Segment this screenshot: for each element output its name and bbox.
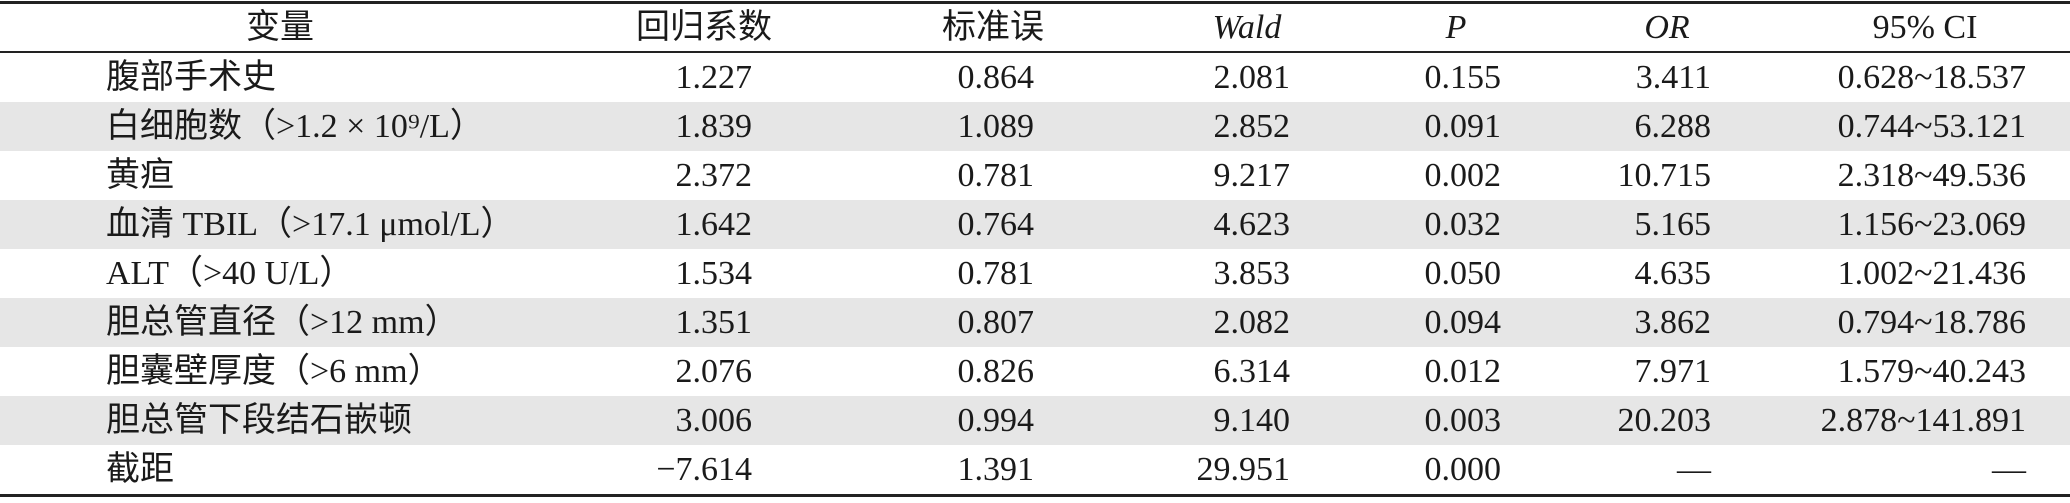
table-row: ALT（>40 U/L） 1.534 0.781 3.853 0.050 4.635 1.0… [0, 249, 2070, 298]
row-label: 胆囊壁厚度（>6 mm） [106, 353, 442, 390]
value-cell: 3.853 [1213, 255, 1291, 292]
table-row: 截距 −7.614 1.391 29.951 0.000 — — [0, 445, 2070, 494]
row-label: ALT（>40 U/L） [106, 255, 354, 292]
value-cell: 0.744~53.121 [1837, 108, 2026, 145]
table-row: 胆总管直径（>12 mm） 1.351 0.807 2.082 0.094 3.862 0.… [0, 298, 2070, 347]
value-cell: 3.006 [675, 402, 753, 439]
value-cell: 1.839 [675, 108, 753, 145]
header-cell: 标准误 [942, 9, 1044, 46]
top-rule [0, 1, 2070, 4]
row-label: 白细胞数（>1.2 × 10⁹/L） [106, 108, 484, 145]
table-row: 黄疸 2.372 0.781 9.217 0.002 10.715 2.318~49.536 [0, 151, 2070, 200]
value-cell: 1.351 [675, 304, 753, 341]
row-label: 腹部手术史 [106, 59, 276, 96]
value-cell: 0.002 [1424, 157, 1502, 194]
table-row: 腹部手术史 1.227 0.864 2.081 0.155 3.411 0.628~18.5… [0, 53, 2070, 102]
value-cell: 0.781 [957, 255, 1035, 292]
value-cell: 6.288 [1634, 108, 1712, 145]
value-cell: 1.391 [957, 451, 1035, 488]
value-cell: 2.082 [1213, 304, 1291, 341]
row-label: 黄疸 [106, 157, 174, 194]
value-cell: 0.864 [957, 59, 1035, 96]
value-cell: 29.951 [1196, 451, 1291, 488]
value-cell: 7.971 [1634, 353, 1712, 390]
value-cell: 0.094 [1424, 304, 1502, 341]
row-label: 截距 [106, 451, 174, 488]
value-cell: 0.781 [957, 157, 1035, 194]
header-cell: 回归系数 [636, 9, 772, 46]
header-cell: P [1445, 9, 1467, 46]
header-cell: 95% CI [1872, 9, 1978, 46]
table-row: 胆囊壁厚度（>6 mm） 2.076 0.826 6.314 0.012 7.971 1.5… [0, 347, 2070, 396]
value-cell: 20.203 [1617, 402, 1712, 439]
value-cell: 1.227 [675, 59, 753, 96]
value-cell: 2.372 [675, 157, 753, 194]
value-cell: 4.623 [1213, 206, 1291, 243]
row-label: 胆总管下段结石嵌顿 [106, 402, 412, 439]
value-cell: 0.000 [1424, 451, 1502, 488]
value-cell: 0.050 [1424, 255, 1502, 292]
value-cell: 1.156~23.069 [1837, 206, 2026, 243]
value-cell: 1.089 [957, 108, 1035, 145]
value-cell: 0.091 [1424, 108, 1502, 145]
value-cell: 0.794~18.786 [1837, 304, 2026, 341]
value-cell: 2.076 [675, 353, 753, 390]
value-cell: 0.032 [1424, 206, 1502, 243]
value-cell: 0.155 [1424, 59, 1502, 96]
value-cell: 3.862 [1634, 304, 1712, 341]
value-cell: 0.994 [957, 402, 1035, 439]
value-cell: 0.807 [957, 304, 1035, 341]
value-cell: 0.003 [1424, 402, 1502, 439]
value-cell: 3.411 [1635, 59, 1711, 96]
value-cell: 9.140 [1213, 402, 1291, 439]
header-cell: 变量 [246, 9, 314, 46]
table-row: 白细胞数（>1.2 × 10⁹/L） 1.839 1.089 2.852 0.091 6.… [0, 102, 2070, 151]
row-label: 血清 TBIL（>17.1 μmol/L） [106, 206, 515, 243]
value-cell: 10.715 [1617, 157, 1712, 194]
value-cell: 1.642 [675, 206, 753, 243]
table-row: 胆总管下段结石嵌顿 3.006 0.994 9.140 0.003 20.203 2.878… [0, 396, 2070, 445]
value-cell: 0.012 [1424, 353, 1502, 390]
header-cell: OR [1644, 9, 1690, 46]
header-cell: Wald [1212, 9, 1282, 46]
value-cell: — [1677, 451, 1711, 488]
table-row: 血清 TBIL（>17.1 μmol/L） 1.642 0.764 4.623 0.03… [0, 200, 2070, 249]
value-cell: 2.318~49.536 [1837, 157, 2026, 194]
value-cell: 4.635 [1634, 255, 1712, 292]
value-cell: 1.534 [675, 255, 753, 292]
value-cell: 2.852 [1213, 108, 1291, 145]
value-cell: 2.878~141.891 [1820, 402, 2026, 439]
value-cell: 0.764 [957, 206, 1035, 243]
value-cell: −7.614 [656, 451, 752, 488]
header-rule [0, 51, 2070, 53]
value-cell: 1.579~40.243 [1837, 353, 2026, 390]
bottom-rule [0, 494, 2070, 497]
value-cell: 0.628~18.537 [1837, 59, 2026, 96]
value-cell: 9.217 [1213, 157, 1291, 194]
value-cell: 5.165 [1634, 206, 1712, 243]
value-cell: 6.314 [1213, 353, 1291, 390]
row-label: 胆总管直径（>12 mm） [106, 304, 459, 341]
value-cell: — [1992, 451, 2026, 488]
header-row: 变量 回归系数 标准误 Wald P OR 95% CI [0, 4, 2070, 52]
value-cell: 2.081 [1213, 59, 1291, 96]
value-cell: 1.002~21.436 [1837, 255, 2026, 292]
value-cell: 0.826 [957, 353, 1035, 390]
